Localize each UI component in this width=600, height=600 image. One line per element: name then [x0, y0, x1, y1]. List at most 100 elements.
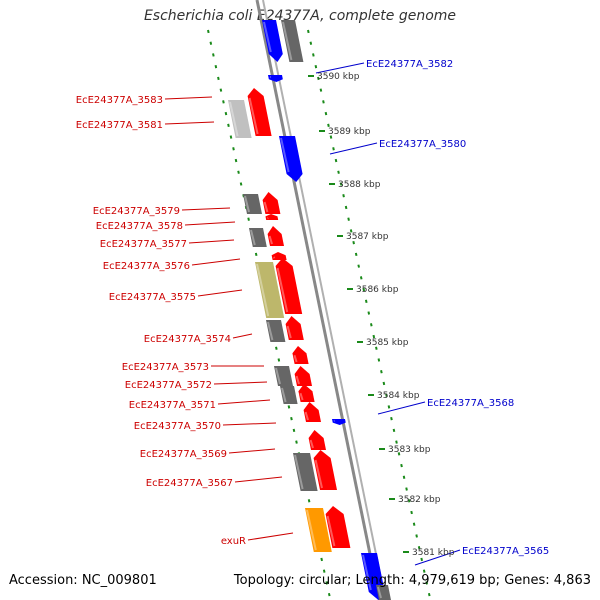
gene-glyph[interactable]	[228, 100, 252, 138]
scale-tick-label: 3587 kbp	[346, 232, 389, 242]
scale-ticks: 3590 kbp 3589 kbp 3588 kbp 3587 kbp 3586 kbp…	[308, 72, 455, 558]
left-gene-label[interactable]: EcE24377A_3575	[109, 292, 196, 303]
right-label-leader	[414, 549, 461, 566]
left-gene-label[interactable]: EcE24377A_3583	[76, 95, 163, 106]
right-gene-label[interactable]: EcE24377A_3582	[366, 59, 453, 70]
left-label-leader	[232, 333, 253, 339]
left-gene-label[interactable]: EcE24377A_3569	[140, 449, 227, 460]
gene-glyph[interactable]	[285, 316, 304, 340]
right-dash-rail	[307, 29, 432, 600]
backbone-line-inner	[262, 0, 387, 600]
left-label-leader	[217, 399, 271, 405]
gene-glyph-shade	[295, 375, 300, 385]
gene-glyph[interactable]	[280, 386, 298, 404]
right-gene-label[interactable]: EcE24377A_3565	[462, 546, 549, 557]
gene-glyph[interactable]	[255, 262, 285, 318]
left-gene-label[interactable]: EcE24377A_3571	[129, 400, 216, 411]
left-gene-label[interactable]: EcE24377A_3573	[122, 362, 209, 373]
gene-glyph-shade	[229, 101, 239, 137]
gene-features	[228, 20, 391, 600]
gene-glyph[interactable]	[332, 419, 346, 425]
gene-glyph[interactable]	[267, 226, 284, 246]
left-gene-label[interactable]: EcE24377A_3576	[103, 261, 190, 272]
gene-glyph[interactable]	[247, 88, 272, 136]
length-text: Length: 4,979,619 bp;	[355, 573, 501, 588]
gene-glyph[interactable]	[305, 508, 332, 552]
left-label-leader	[191, 258, 241, 266]
left-label-leader	[164, 96, 213, 100]
gene-glyph-shade	[268, 235, 273, 245]
gene-glyph[interactable]	[266, 320, 286, 342]
left-gene-label[interactable]: EcE24377A_3567	[146, 478, 233, 489]
gene-glyph-shade	[280, 137, 290, 173]
gene-glyph-shade	[362, 554, 372, 591]
gene-glyph[interactable]	[308, 430, 326, 450]
right-label-leader	[315, 62, 365, 74]
gene-glyph[interactable]	[271, 252, 287, 260]
gene-glyph-shade	[281, 387, 287, 403]
gene-glyph[interactable]	[279, 136, 303, 182]
left-label-leader	[234, 476, 283, 483]
topology-text: Topology: circular;	[233, 573, 352, 588]
right-gene-label[interactable]: EcE24377A_3568	[427, 398, 514, 409]
gene-glyph[interactable]	[262, 20, 283, 62]
left-dash-rail	[207, 29, 332, 600]
gene-glyph-shade	[377, 586, 382, 599]
left-label-leader	[181, 207, 231, 211]
accession-text: Accession: NC_009801	[9, 573, 157, 588]
gene-glyph[interactable]	[376, 585, 391, 600]
scale-tick-label: 3584 kbp	[377, 391, 420, 401]
gene-glyph[interactable]	[303, 402, 321, 422]
gene-glyph-shade	[276, 267, 289, 313]
gene-glyph-shade	[282, 21, 293, 61]
scale-tick-label: 3583 kbp	[388, 445, 431, 455]
gene-labels: EcE24377A_3583 EcE24377A_3581 EcE24377A_35…	[76, 59, 550, 557]
backbone	[255, 0, 387, 600]
left-gene-label[interactable]: EcE24377A_3570	[134, 421, 221, 432]
gene-glyph-shade	[293, 354, 298, 363]
left-gene-label[interactable]: EcE24377A_3579	[93, 206, 180, 217]
gene-glyph[interactable]	[265, 214, 279, 220]
right-label-leader	[377, 401, 426, 415]
scale-tick-label: 3582 kbp	[398, 495, 441, 505]
gene-glyph-shade	[294, 454, 304, 490]
left-gene-label[interactable]: EcE24377A_3572	[125, 380, 212, 391]
left-gene-label[interactable]: EcE24377A_3578	[96, 221, 183, 232]
right-label-leader	[329, 142, 378, 155]
left-label-leader	[213, 381, 268, 385]
scale-tick-label: 3581 kbp	[412, 548, 455, 558]
scale-tick-label: 3586 kbp	[356, 285, 399, 295]
gene-glyph-shade	[304, 411, 309, 421]
gene-glyph[interactable]	[298, 384, 315, 402]
genes-text: Genes: 4,863	[504, 573, 591, 588]
gene-glyph-shade	[244, 195, 250, 213]
right-gene-label[interactable]: EcE24377A_3580	[379, 139, 466, 150]
gene-glyph[interactable]	[293, 453, 318, 491]
gene-glyph[interactable]	[243, 194, 262, 214]
gene-glyph[interactable]	[281, 20, 304, 62]
gene-glyph-shade	[263, 21, 272, 53]
left-gene-label[interactable]: EcE24377A_3577	[100, 239, 187, 250]
gene-glyph[interactable]	[294, 366, 312, 386]
left-label-leader	[228, 448, 276, 454]
gene-glyph[interactable]	[313, 450, 337, 490]
left-label-leader	[197, 289, 243, 297]
gene-glyph[interactable]	[275, 258, 303, 314]
left-label-leader	[184, 221, 236, 226]
left-gene-label[interactable]: exuR	[221, 536, 246, 547]
label-leaders	[164, 62, 461, 566]
gene-glyph[interactable]	[292, 346, 309, 364]
left-gene-label[interactable]: EcE24377A_3581	[76, 120, 163, 131]
gene-glyph[interactable]	[249, 228, 267, 247]
gene-glyph[interactable]	[274, 366, 293, 386]
gene-glyph-shade	[275, 367, 281, 385]
gene-glyph-shade	[248, 97, 259, 135]
left-gene-label[interactable]: EcE24377A_3574	[144, 334, 231, 345]
scale-dashes	[207, 29, 432, 600]
left-label-leader	[188, 239, 235, 244]
gene-glyph[interactable]	[262, 192, 281, 214]
gene-glyph[interactable]	[325, 506, 351, 548]
gene-glyph[interactable]	[268, 75, 283, 82]
gene-glyph-shade	[250, 229, 256, 246]
